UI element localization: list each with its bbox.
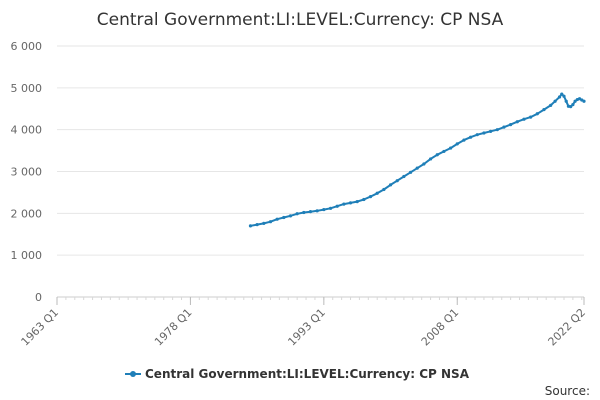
data-point[interactable] xyxy=(582,99,586,103)
data-point[interactable] xyxy=(282,215,286,220)
data-point[interactable] xyxy=(388,183,393,187)
data-point[interactable] xyxy=(302,210,306,215)
data-point[interactable] xyxy=(275,217,279,221)
data-point[interactable] xyxy=(560,92,564,96)
data-point[interactable] xyxy=(475,133,479,137)
data-point[interactable] xyxy=(335,204,339,208)
data-point[interactable] xyxy=(442,149,446,154)
data-point[interactable] xyxy=(308,210,313,214)
data-point[interactable] xyxy=(362,197,366,202)
data-point[interactable] xyxy=(462,138,466,142)
data-point[interactable] xyxy=(382,187,386,192)
data-point[interactable] xyxy=(268,220,273,224)
x-tick-label: 1963 Q1 xyxy=(19,306,62,349)
data-point[interactable] xyxy=(509,123,513,127)
data-point[interactable] xyxy=(255,223,259,227)
data-point[interactable] xyxy=(489,129,493,133)
data-point[interactable] xyxy=(455,142,459,146)
data-point[interactable] xyxy=(448,146,453,150)
chart-title: Central Government:LI:LEVEL:Currency: CP… xyxy=(97,10,504,30)
data-point[interactable] xyxy=(348,201,353,205)
gridlines xyxy=(57,45,584,298)
data-point[interactable] xyxy=(422,162,426,166)
series-layer xyxy=(248,92,586,228)
credits[interactable]: Source: xyxy=(545,384,590,398)
series-line[interactable] xyxy=(250,93,585,227)
y-tick-label: 0 xyxy=(35,291,42,304)
data-point[interactable] xyxy=(482,131,486,135)
data-point[interactable] xyxy=(553,99,557,103)
y-tick-label: 2 000 xyxy=(11,207,43,220)
y-tick-label: 3 000 xyxy=(11,166,43,179)
legend-label[interactable]: Central Government:LI:LEVEL:Currency: CP… xyxy=(145,367,470,381)
y-tick-label: 6 000 xyxy=(11,40,43,53)
data-point[interactable] xyxy=(522,117,526,121)
data-point[interactable] xyxy=(295,212,299,216)
data-point[interactable] xyxy=(573,99,577,103)
data-point[interactable] xyxy=(248,224,253,228)
data-point[interactable] xyxy=(535,112,539,116)
data-point[interactable] xyxy=(342,202,346,206)
data-point[interactable] xyxy=(468,135,473,139)
data-point[interactable] xyxy=(428,157,433,161)
data-point[interactable] xyxy=(322,207,326,212)
data-point[interactable] xyxy=(495,128,499,132)
x-tick-label: 1978 Q1 xyxy=(152,306,195,349)
data-point[interactable] xyxy=(402,174,406,179)
data-point[interactable] xyxy=(328,206,333,210)
y-tick-label: 1 000 xyxy=(11,249,43,262)
data-point[interactable] xyxy=(557,95,562,99)
data-point[interactable] xyxy=(562,94,566,98)
data-point[interactable] xyxy=(549,103,553,108)
data-point[interactable] xyxy=(355,200,359,204)
y-axis-ticks: 0 1 000 2 000 3 000 4 000 5 000 6 000 xyxy=(11,40,43,304)
data-point[interactable] xyxy=(408,170,413,174)
legend[interactable]: Central Government:LI:LEVEL:Currency: CP… xyxy=(125,367,470,381)
data-point[interactable] xyxy=(569,105,573,109)
data-point[interactable] xyxy=(315,209,319,213)
data-point[interactable] xyxy=(262,221,266,225)
data-point[interactable] xyxy=(502,125,506,129)
data-point[interactable] xyxy=(542,107,546,112)
data-point[interactable] xyxy=(375,191,379,195)
y-tick-label: 4 000 xyxy=(11,124,43,137)
legend-marker xyxy=(130,371,136,377)
data-point[interactable] xyxy=(515,120,519,124)
data-point[interactable] xyxy=(288,214,293,218)
data-point[interactable] xyxy=(529,115,533,119)
data-point[interactable] xyxy=(395,179,399,183)
x-tick-label: 1993 Q1 xyxy=(285,306,328,349)
data-point[interactable] xyxy=(571,102,575,107)
x-tick-label: 2008 Q1 xyxy=(419,306,462,349)
y-tick-label: 5 000 xyxy=(11,82,43,95)
x-axis: 1963 Q1 1978 Q1 1993 Q1 2008 Q1 2022 Q2 xyxy=(19,296,589,349)
x-tick-label: 2022 Q2 xyxy=(546,306,589,349)
data-point[interactable] xyxy=(415,166,419,170)
data-point[interactable] xyxy=(564,99,568,103)
data-point[interactable] xyxy=(368,195,373,199)
data-point[interactable] xyxy=(435,153,439,157)
